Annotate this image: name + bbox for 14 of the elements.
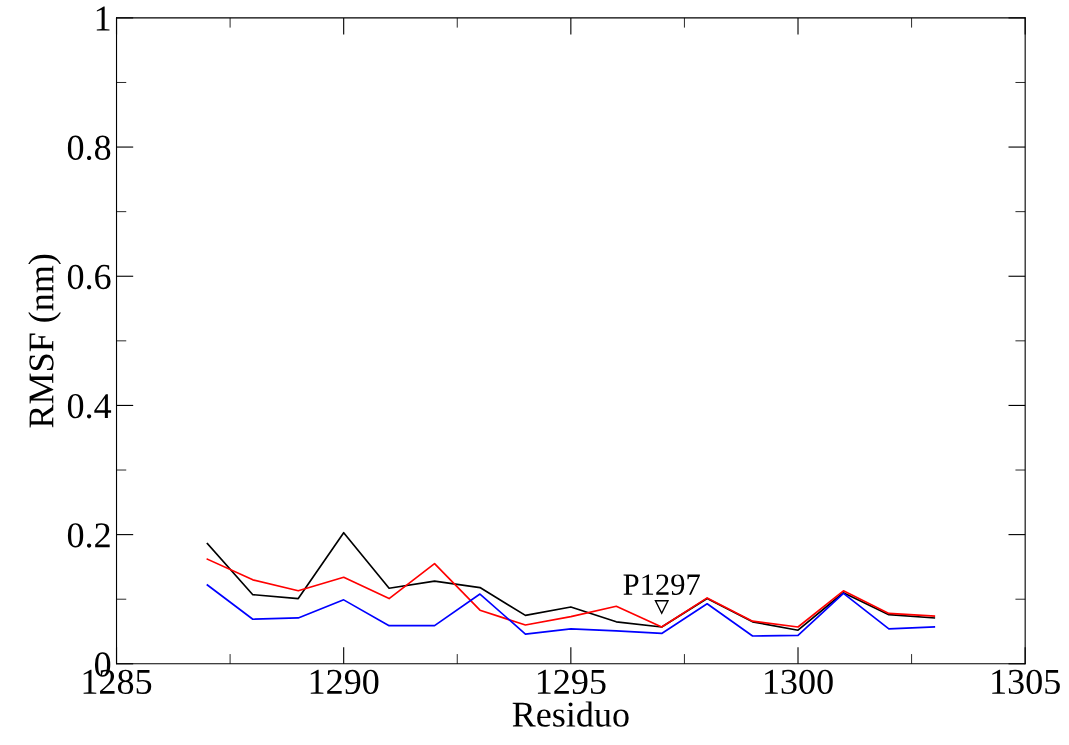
x-tick-label: 1300 [765,669,833,695]
y-axis-title: RMSF (nm) [28,254,61,428]
line-series [206,531,936,632]
annotation: P1297 [623,574,700,595]
line-series [206,558,936,628]
x-axis-title: Residuo [512,701,629,727]
x-tick-label: 1295 [537,669,606,695]
x-tick-label: 1305 [992,669,1060,695]
y-tick-label: 0.8 [67,135,111,161]
y-tick-label: 0.6 [67,264,111,290]
y-tick-label: 1 [96,6,110,31]
y-tick-label: 0.4 [67,393,112,419]
x-tick-label: 1290 [310,669,379,695]
y-tick-label: 0.2 [67,523,110,548]
